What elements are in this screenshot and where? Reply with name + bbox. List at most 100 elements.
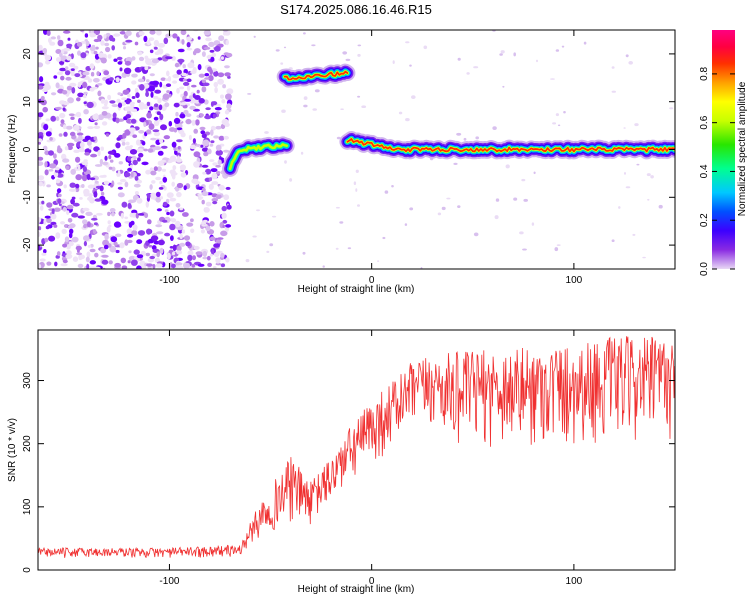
noise-speckle [137,99,141,104]
noise-speckle [130,171,134,178]
noise-speckle [79,141,85,149]
noise-speckle [94,53,100,60]
noise-speckle [220,230,228,237]
noise-speckle [205,37,212,42]
y-tick-label: 0 [22,567,33,573]
noise-speckle [75,156,81,163]
noise-speckle [159,138,164,144]
noise-speckle [67,37,71,41]
noise-speckle [225,39,229,46]
noise-speckle [38,216,42,224]
noise-speckle [625,186,631,189]
noise-speckle [85,256,90,263]
noise-speckle [247,93,252,95]
noise-speckle [211,181,219,185]
noise-speckle [175,220,181,228]
noise-speckle [186,47,193,51]
noise-speckle [172,33,178,39]
noise-speckle [107,94,112,100]
noise-speckle [153,166,158,172]
noise-speckle [207,262,213,267]
noise-speckle [48,37,52,44]
noise-speckle [145,228,152,235]
noise-speckle [67,97,74,104]
noise-speckle [179,164,186,171]
noise-speckle [197,36,201,40]
noise-speckle [409,64,412,67]
noise-speckle [90,153,98,158]
noise-speckle [127,260,131,264]
x-tick-label: 0 [369,576,375,587]
noise-speckle [195,119,200,126]
noise-speckle [120,212,124,219]
noise-speckle [124,129,131,136]
noise-speckle [115,249,120,254]
noise-speckle [71,236,79,243]
noise-speckle [149,255,155,260]
noise-speckle [146,193,151,199]
noise-speckle [210,168,218,173]
noise-speckle [38,245,41,251]
noise-speckle [40,99,47,106]
x-axis-label: Height of straight line (km) [298,284,415,295]
noise-speckle [78,135,83,141]
x-tick-label: -100 [159,275,179,286]
noise-speckle [115,142,121,149]
noise-speckle [66,251,70,256]
noise-speckle [84,33,89,38]
x-tick-label: 100 [566,576,583,587]
noise-speckle [103,34,107,39]
noise-speckle [134,191,139,196]
noise-speckle [152,129,160,133]
noise-speckle [97,34,103,41]
noise-speckle [57,35,61,40]
noise-speckle [155,224,163,228]
noise-speckle [84,152,90,156]
noise-speckle [77,164,81,171]
noise-speckle [109,100,116,104]
noise-speckle [264,131,269,134]
noise-speckle [45,225,50,230]
noise-speckle [194,48,201,54]
noise-speckle [153,116,159,121]
noise-speckle [176,245,182,252]
noise-speckle [127,202,132,209]
noise-speckle [38,156,44,161]
noise-speckle [53,207,61,212]
noise-speckle [171,174,176,180]
noise-speckle [149,184,153,190]
noise-speckle [39,258,46,262]
noise-speckle [92,229,97,234]
noise-speckle [193,128,198,134]
noise-speckle [71,196,76,200]
noise-speckle [201,199,205,205]
noise-speckle [203,46,211,50]
noise-speckle [55,116,60,121]
noise-speckle [342,51,348,55]
noise-speckle [149,106,154,111]
noise-speckle [38,85,44,90]
noise-speckle [162,219,168,223]
noise-speckle [91,217,98,221]
noise-speckle [125,141,130,146]
noise-speckle [201,133,207,139]
noise-speckle [339,221,344,224]
noise-speckle [266,250,270,253]
noise-speckle [153,39,160,47]
noise-speckle [160,159,167,163]
noise-speckle [50,115,56,122]
noise-speckle [223,194,230,201]
noise-speckle [130,157,134,162]
noise-speckle [168,120,173,127]
noise-speckle [119,31,126,35]
noise-speckle [38,175,45,181]
noise-speckle [217,72,225,78]
noise-speckle [155,176,162,181]
noise-speckle [536,59,538,63]
noise-speckle [208,41,215,48]
noise-speckle [198,98,205,104]
noise-speckle [634,123,639,127]
noise-speckle [77,50,81,56]
noise-speckle [217,78,225,85]
y-tick-label: 200 [22,435,33,452]
